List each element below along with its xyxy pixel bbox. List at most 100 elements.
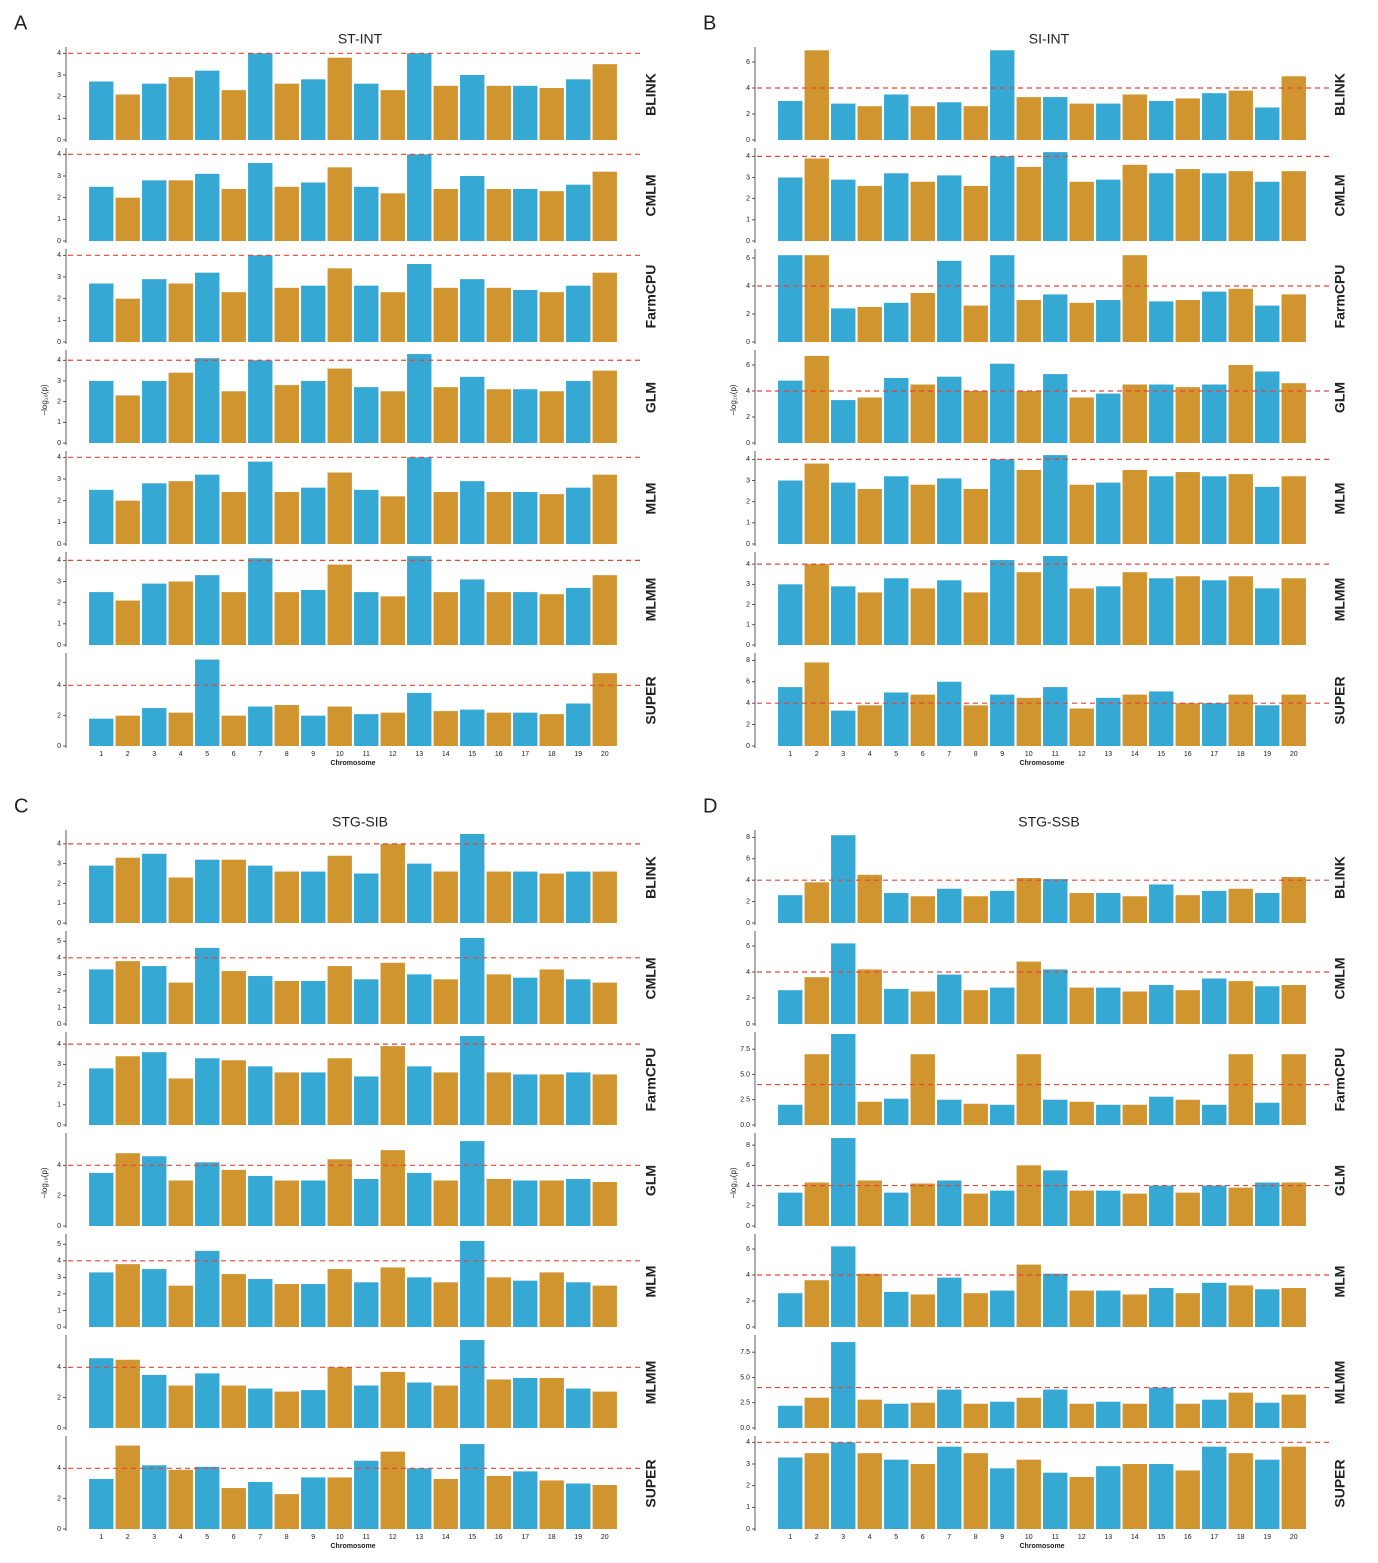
chromosome-label: 5 (205, 1534, 209, 1541)
chromosome-peak (407, 264, 432, 342)
y-tick-label: 6 (746, 255, 750, 262)
chromosome-peak (407, 1382, 432, 1428)
chromosome-peak (1202, 384, 1227, 443)
chromosome-peak (301, 980, 326, 1024)
chromosome-peak (1096, 1104, 1121, 1125)
chromosome-peak (990, 1290, 1015, 1327)
y-tick-label: 4 (57, 151, 61, 158)
chromosome-peak (778, 380, 803, 443)
chromosome-peak (142, 1374, 167, 1428)
y-axis-label: −log₁₀(p) (40, 1167, 49, 1198)
chromosome-peak (354, 1076, 379, 1125)
chromosome-peak (460, 1036, 485, 1125)
chromosome-peak (115, 857, 140, 923)
chromosome-peak (1175, 576, 1200, 645)
y-tick-label: 2 (746, 601, 750, 608)
chromosome-peak (195, 358, 220, 443)
chromosome-peak (327, 966, 352, 1024)
chromosome-peak (195, 1466, 220, 1529)
chromosome-peak (1096, 482, 1121, 544)
chromosome-peak (248, 255, 273, 342)
y-tick-label: 0 (57, 743, 61, 750)
row-label: CMLM (1332, 175, 1348, 217)
chromosome-peak (248, 360, 273, 443)
chromosome-peak (274, 186, 299, 241)
chromosome-peak (592, 64, 617, 140)
chromosome-peak (460, 833, 485, 923)
y-tick-label: 3 (57, 378, 61, 385)
chromosome-peak (221, 1169, 246, 1226)
chromosome-peak (1281, 1394, 1306, 1428)
chromosome-label: 1 (99, 751, 103, 758)
y-tick-label: 4 (746, 153, 750, 160)
y-tick-label: 6 (746, 59, 750, 66)
chromosome-peak (1281, 876, 1306, 923)
y-axis-label: −log₁₀(p) (729, 1167, 738, 1198)
panel-label: B (703, 12, 716, 34)
chromosome-peak (857, 1453, 882, 1529)
chromosome-peak (963, 592, 988, 645)
chromosome-peak (195, 1373, 220, 1428)
chromosome-peak (486, 1475, 511, 1529)
chromosome-label: 13 (415, 1534, 423, 1541)
chromosome-peak (1096, 1290, 1121, 1327)
y-tick-label: 6 (746, 679, 750, 686)
chromosome-label: 10 (336, 751, 344, 758)
chromosome-peak (354, 1385, 379, 1428)
chromosome-peak (433, 492, 458, 544)
chromosome-label: 6 (232, 1534, 236, 1541)
y-tick-label: 2 (57, 398, 61, 405)
chromosome-peak (89, 592, 114, 645)
chromosome-label: 8 (285, 1534, 289, 1541)
chromosome-peak (831, 943, 856, 1024)
chromosome-peak (168, 481, 193, 544)
chromosome-peak (1255, 1289, 1280, 1327)
chromosome-peak (1149, 384, 1174, 443)
chromosome-label: 9 (1000, 1534, 1004, 1541)
chromosome-peak (884, 893, 909, 923)
chromosome-peak (89, 1358, 114, 1428)
chromosome-peak (1096, 103, 1121, 140)
chromosome-peak (433, 871, 458, 923)
y-tick-label: 2 (57, 1395, 61, 1402)
chromosome-peak (354, 1178, 379, 1226)
row-label: FarmCPU (643, 1048, 659, 1112)
chromosome-peak (1069, 302, 1094, 342)
chromosome-peak (407, 1172, 432, 1226)
chromosome-peak (1202, 890, 1227, 923)
chromosome-peak (460, 1141, 485, 1226)
chromosome-peak (168, 77, 193, 140)
y-tick-label: 3 (57, 274, 61, 281)
chromosome-peak (301, 182, 326, 241)
chromosome-peak (884, 1098, 909, 1125)
y-tick-label: 4 (746, 969, 750, 976)
chromosome-label: 1 (788, 1534, 792, 1541)
chromosome-peak (778, 584, 803, 645)
chromosome-peak (354, 1282, 379, 1327)
chromosome-peak (778, 101, 803, 140)
chromosome-peak (486, 389, 511, 443)
row-label: MLMM (1332, 1361, 1348, 1405)
chromosome-label: 15 (1157, 751, 1165, 758)
chromosome-peak (910, 1183, 935, 1226)
row-label: MLM (643, 483, 659, 515)
y-tick-label: 2 (57, 988, 61, 995)
chromosome-peak (804, 50, 829, 140)
chromosome-peak (831, 835, 856, 923)
chromosome-peak (1122, 469, 1147, 544)
y-tick-label: 6 (746, 856, 750, 863)
chromosome-label: 13 (415, 751, 423, 758)
chromosome-peak (884, 476, 909, 544)
chromosome-peak (274, 1180, 299, 1226)
chromosome-peak (1228, 1285, 1253, 1327)
chromosome-label: 19 (574, 1534, 582, 1541)
y-tick-label: 4 (746, 1272, 750, 1279)
y-tick-label: 2 (746, 196, 750, 203)
row-label: CMLM (1332, 958, 1348, 1000)
chromosome-peak (301, 1180, 326, 1226)
chromosome-label: 16 (495, 751, 503, 758)
chromosome-peak (884, 692, 909, 746)
chromosome-peak (539, 714, 564, 746)
chromosome-peak (407, 154, 432, 241)
y-tick-label: 3 (57, 578, 61, 585)
